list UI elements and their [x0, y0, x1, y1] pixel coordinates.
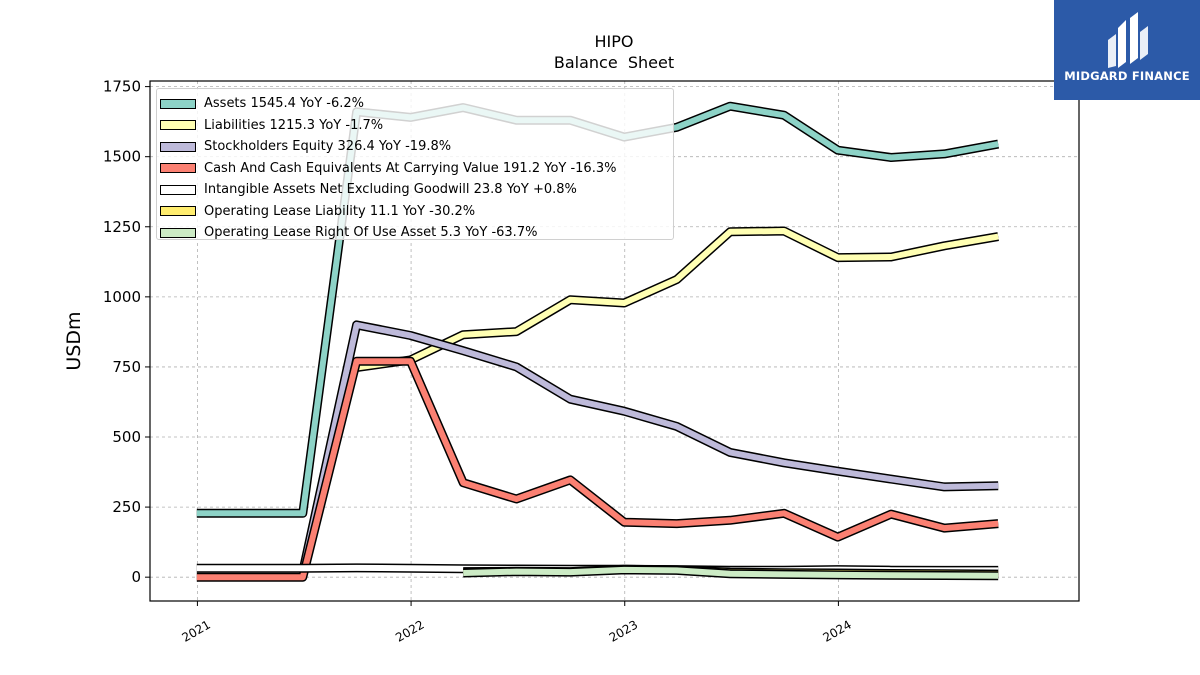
legend-item: Stockholders Equity 326.4 YoY -19.8%: [160, 136, 673, 158]
plot-frame: [149, 80, 1080, 602]
brand-logo: MIDGARD FINANCE: [1054, 0, 1200, 100]
legend-swatch: [160, 227, 196, 238]
legend-item: Liabilities 1215.3 YoY -1.7%: [160, 115, 673, 137]
series-lines: [196, 101, 1000, 582]
chart-legend: Assets 1545.4 YoY -6.2% Liabilities 1215.…: [156, 88, 674, 240]
midgard-logo-icon: [1108, 12, 1148, 68]
series-line: [299, 321, 999, 573]
brand-name: MIDGARD FINANCE: [1064, 69, 1190, 83]
y-tick-label: 250: [112, 498, 141, 516]
legend-label: Liabilities 1215.3 YoY -1.7%: [204, 117, 384, 133]
y-axis-label: USDm: [63, 311, 85, 370]
series-stockholders-equity: [298, 320, 999, 573]
legend-label: Stockholders Equity 326.4 YoY -19.8%: [204, 139, 452, 155]
y-tick-label: 1500: [103, 148, 141, 166]
legend-item: Cash And Cash Equivalents At Carrying Va…: [160, 158, 673, 180]
series-line: [356, 228, 999, 371]
y-tick-label: 1750: [103, 78, 141, 96]
legend-swatch: [160, 163, 196, 174]
series-operating-lease-right-of-use-asset: [463, 565, 999, 581]
x-tick-label: 2022: [393, 617, 426, 644]
x-axis-ticks: 2021 2022 2023 2024: [179, 601, 854, 645]
x-tick-label: 2024: [820, 617, 853, 644]
legend-item: Operating Lease Right Of Use Asset 5.3 Y…: [160, 222, 673, 244]
legend-swatch: [160, 98, 196, 109]
legend-item: Intangible Assets Net Excluding Goodwill…: [160, 179, 673, 201]
legend-swatch: [160, 141, 196, 152]
chart-title: HIPO: [595, 32, 634, 51]
series-liabilities: [355, 226, 999, 372]
legend-label: Cash And Cash Equivalents At Carrying Va…: [204, 160, 617, 176]
y-tick-label: 500: [112, 428, 141, 446]
series-cash-and-cash-equivalents-at-carrying-value: [196, 356, 999, 582]
legend-label: Intangible Assets Net Excluding Goodwill…: [204, 182, 577, 198]
y-axis-ticks: 0 250 500 750 1000 1250 1500 1750: [103, 78, 150, 586]
legend-swatch: [160, 120, 196, 131]
y-tick-label: 750: [112, 358, 141, 376]
legend-label: Assets 1545.4 YoY -6.2%: [204, 96, 365, 112]
x-tick-label: 2021: [179, 617, 212, 644]
x-tick-label: 2023: [607, 617, 640, 644]
y-tick-label: 1250: [103, 218, 141, 236]
legend-label: Operating Lease Liability 11.1 YoY -30.2…: [204, 203, 476, 219]
legend-swatch: [160, 206, 196, 217]
y-tick-label: 0: [131, 568, 141, 586]
y-tick-label: 1000: [103, 288, 141, 306]
series-line: [463, 566, 999, 579]
legend-swatch: [160, 184, 196, 195]
legend-item: Assets 1545.4 YoY -6.2%: [160, 93, 673, 115]
legend-item: Operating Lease Liability 11.1 YoY -30.2…: [160, 201, 673, 223]
chart-subtitle: Balance Sheet: [554, 53, 674, 72]
legend-label: Operating Lease Right Of Use Asset 5.3 Y…: [204, 225, 538, 241]
series-line: [196, 358, 999, 581]
